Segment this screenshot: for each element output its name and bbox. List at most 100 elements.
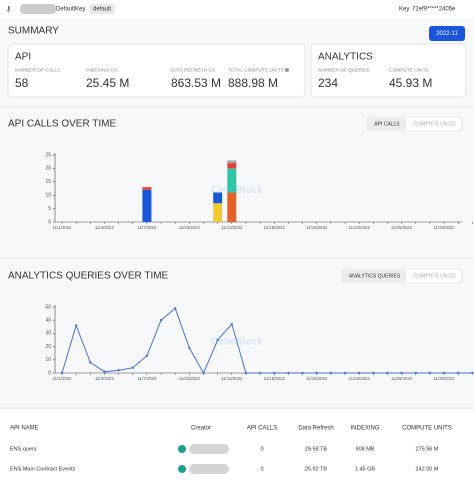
avatar: [178, 465, 186, 473]
x-tick-label: 11/10/2022: [179, 376, 201, 381]
blurred-creator: [189, 444, 229, 454]
blurred-creator: [189, 464, 229, 474]
cell: ENS query: [10, 446, 37, 452]
metric-value: 234: [318, 76, 338, 90]
x-tick-label: 11/19/2022: [306, 376, 328, 381]
key-icon: ⚷: [6, 6, 11, 13]
point: [287, 371, 290, 375]
summary-title: SUMMARY: [8, 26, 59, 37]
analytics-title: ANALYTICS: [318, 52, 373, 63]
period[interactable]: 2022-11: [436, 31, 458, 37]
x-tick-label: 11/13/2022: [221, 225, 243, 230]
point: [244, 371, 248, 375]
y-tick-label: 20: [45, 166, 51, 172]
toggle[interactable]: ANALYTICS QUERIES: [349, 273, 401, 279]
point: [315, 371, 318, 375]
y-tick-label: 20: [45, 344, 51, 350]
x-tick-label: 11/25/2022: [391, 376, 413, 381]
point: [301, 371, 304, 375]
toggle-active[interactable]: [343, 270, 406, 282]
y-tick-label: 0: [48, 219, 51, 225]
x-tick-label: 11/16/2022: [264, 225, 286, 230]
metric-value: 888.98 M: [228, 76, 278, 90]
bar-segment: [227, 192, 237, 222]
point: [159, 319, 163, 322]
column-header: API CALLS: [247, 426, 277, 432]
x-tick-label: 11/7/2022: [138, 225, 157, 230]
bar-segment: [227, 163, 237, 169]
key-name: DefaultKey: [56, 7, 85, 13]
line: [61, 307, 473, 375]
blurred-name: [20, 4, 56, 14]
column-header: Creator: [191, 426, 211, 432]
x-tick-label: 11/22/2022: [349, 225, 371, 230]
point: [343, 371, 347, 375]
toggle[interactable]: COMPUTE UNITS: [414, 121, 456, 127]
point: [230, 322, 233, 326]
bar-segment: [227, 160, 237, 164]
x-tick-label: 11/4/2022: [95, 376, 114, 381]
bar-segment: [227, 168, 237, 193]
x-tick-label: 11/10/2022: [179, 225, 201, 230]
cell: 29.58 TB: [305, 446, 328, 452]
toggle-active[interactable]: [368, 118, 406, 130]
cell: 0: [260, 446, 263, 452]
point: [357, 371, 361, 375]
avatar: [178, 445, 186, 453]
bar-segment: [142, 187, 152, 190]
point: [414, 371, 417, 375]
column-header: Data Refresh: [298, 426, 333, 432]
toggle[interactable]: COMPUTE UNITS: [414, 273, 456, 279]
cell: 242.00 M: [416, 466, 439, 472]
column-header: COMPUTE UNITS: [402, 426, 452, 432]
point: [117, 369, 120, 372]
metric-value: 863.53 M: [171, 76, 221, 90]
analytics-card: [310, 43, 467, 98]
y-tick-label: 0: [48, 370, 51, 376]
point: [386, 371, 389, 375]
cell: ENS Main Contract Events: [10, 466, 76, 472]
point: [457, 371, 460, 375]
x-tick-label: 11/13/2022: [221, 376, 243, 381]
api-card: [7, 43, 306, 98]
x-tick-label: 11/7/2022: [138, 376, 157, 381]
bar-segment: [213, 203, 223, 222]
column-header: API NAME: [10, 426, 39, 432]
x-tick-label: 11/19/2022: [306, 225, 328, 230]
metric-value: 45.93 M: [389, 76, 432, 90]
badge-bg: [89, 4, 115, 14]
y-tick-label: 40: [45, 318, 51, 324]
metric-label: TOTAL COMPUTE UNITS: [228, 67, 284, 73]
point: [174, 307, 177, 310]
x-tick-label: 11/1/2022: [53, 225, 72, 230]
toggle[interactable]: API CALLS: [374, 121, 400, 127]
x-tick-label: 11/16/2022: [264, 376, 286, 381]
column-header: INDEXING: [350, 426, 379, 432]
point: [471, 371, 474, 375]
x-tick-label: 11/4/2022: [95, 225, 114, 230]
y-tick-label: 30: [45, 331, 51, 337]
x-tick-label: 11/1/2022: [53, 376, 72, 381]
cell: 275.96 M: [416, 446, 439, 452]
metric-label: INDEXING CU: [86, 67, 118, 73]
metric-label: COMPUTE UNITS: [389, 67, 429, 73]
x-tick-label: 11/22/2022: [349, 376, 371, 381]
metric-label: DATA REFRESH CU: [171, 67, 216, 73]
key-label: Key: [399, 7, 409, 13]
point: [258, 371, 262, 375]
bar-segment: [213, 192, 223, 204]
chart-title: ANALYTICS QUERIES OVER TIME: [8, 271, 169, 282]
badge: default: [93, 7, 111, 13]
x-tick-label: 11/28/2022: [433, 376, 455, 381]
y-tick-label: 10: [45, 193, 51, 199]
point: [89, 361, 92, 364]
period-button[interactable]: [429, 26, 465, 41]
api-title: API: [15, 52, 31, 63]
metric-label: NUMBER OF CALLS: [15, 67, 60, 73]
point: [428, 371, 432, 375]
metric-value: 58: [15, 76, 29, 90]
point: [273, 371, 276, 375]
point: [131, 366, 134, 369]
y-tick-label: 15: [45, 179, 51, 185]
